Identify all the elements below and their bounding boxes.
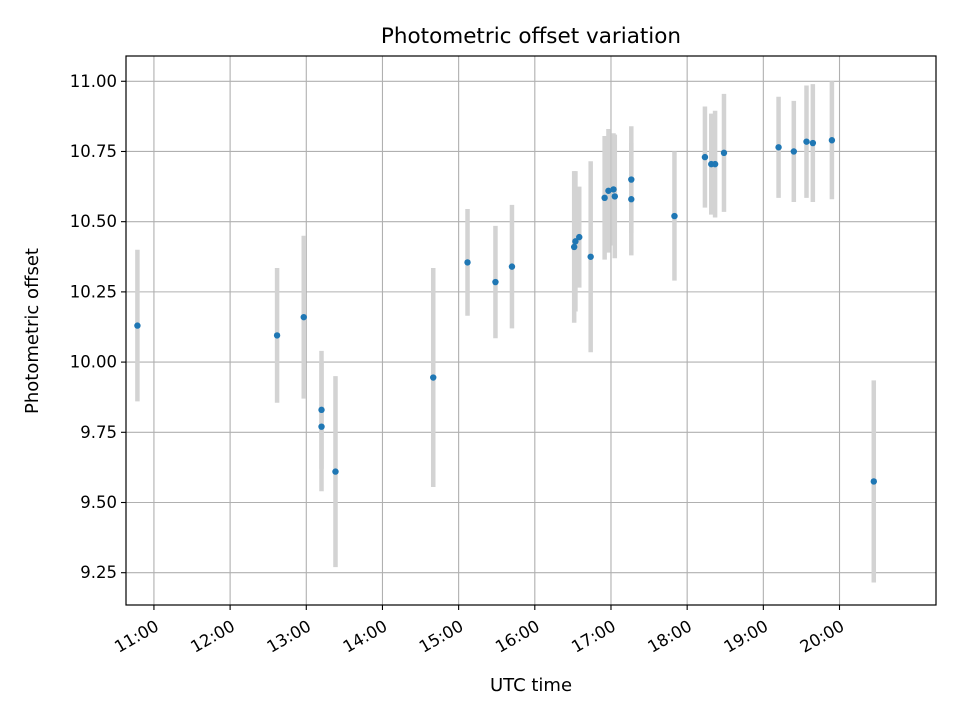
data-point <box>711 160 719 168</box>
data-point <box>492 278 499 286</box>
data-point <box>318 423 325 430</box>
data-point <box>628 176 635 183</box>
data-point <box>628 196 635 203</box>
y-tick-label: 10.75 <box>70 142 117 161</box>
data-point <box>134 322 141 329</box>
data-point <box>870 478 877 485</box>
data-point <box>605 187 612 194</box>
data-point <box>587 253 594 260</box>
data-point <box>273 332 281 339</box>
data-point <box>601 194 608 202</box>
y-tick-label: 9.25 <box>80 563 117 582</box>
chart-title: Photometric offset variation <box>381 24 681 49</box>
data-point <box>610 186 617 193</box>
data-point <box>576 233 583 241</box>
data-point <box>809 139 817 147</box>
data-point <box>790 148 798 155</box>
y-tick-label: 9.75 <box>80 423 117 442</box>
data-point <box>701 153 709 161</box>
data-point <box>332 468 339 475</box>
y-tick-label: 9.50 <box>80 493 117 512</box>
plot-frame <box>125 55 937 606</box>
data-point <box>803 138 810 145</box>
data-points <box>134 137 877 485</box>
data-point <box>300 313 307 321</box>
data-point <box>828 137 836 144</box>
data-point <box>611 193 618 200</box>
y-tick-label: 10.00 <box>70 353 117 372</box>
data-point <box>464 259 471 266</box>
data-point <box>572 238 579 245</box>
y-axis-label: Photometric offset <box>22 248 43 414</box>
data-point <box>775 144 782 151</box>
data-point <box>430 374 437 381</box>
y-tick-label: 11.00 <box>70 72 117 91</box>
data-point <box>508 263 516 270</box>
data-point <box>720 149 728 157</box>
data-point <box>318 406 325 414</box>
x-axis-label: UTC time <box>490 675 572 696</box>
data-point <box>671 212 678 220</box>
data-point <box>570 243 578 251</box>
grid <box>126 56 936 605</box>
y-axis-ticks: 9.25 9.50 9.75 10.00 10.25 10.50 10.75 11.00 <box>70 72 126 582</box>
y-tick-label: 10.50 <box>70 212 117 231</box>
y-tick-label: 10.25 <box>70 282 117 301</box>
